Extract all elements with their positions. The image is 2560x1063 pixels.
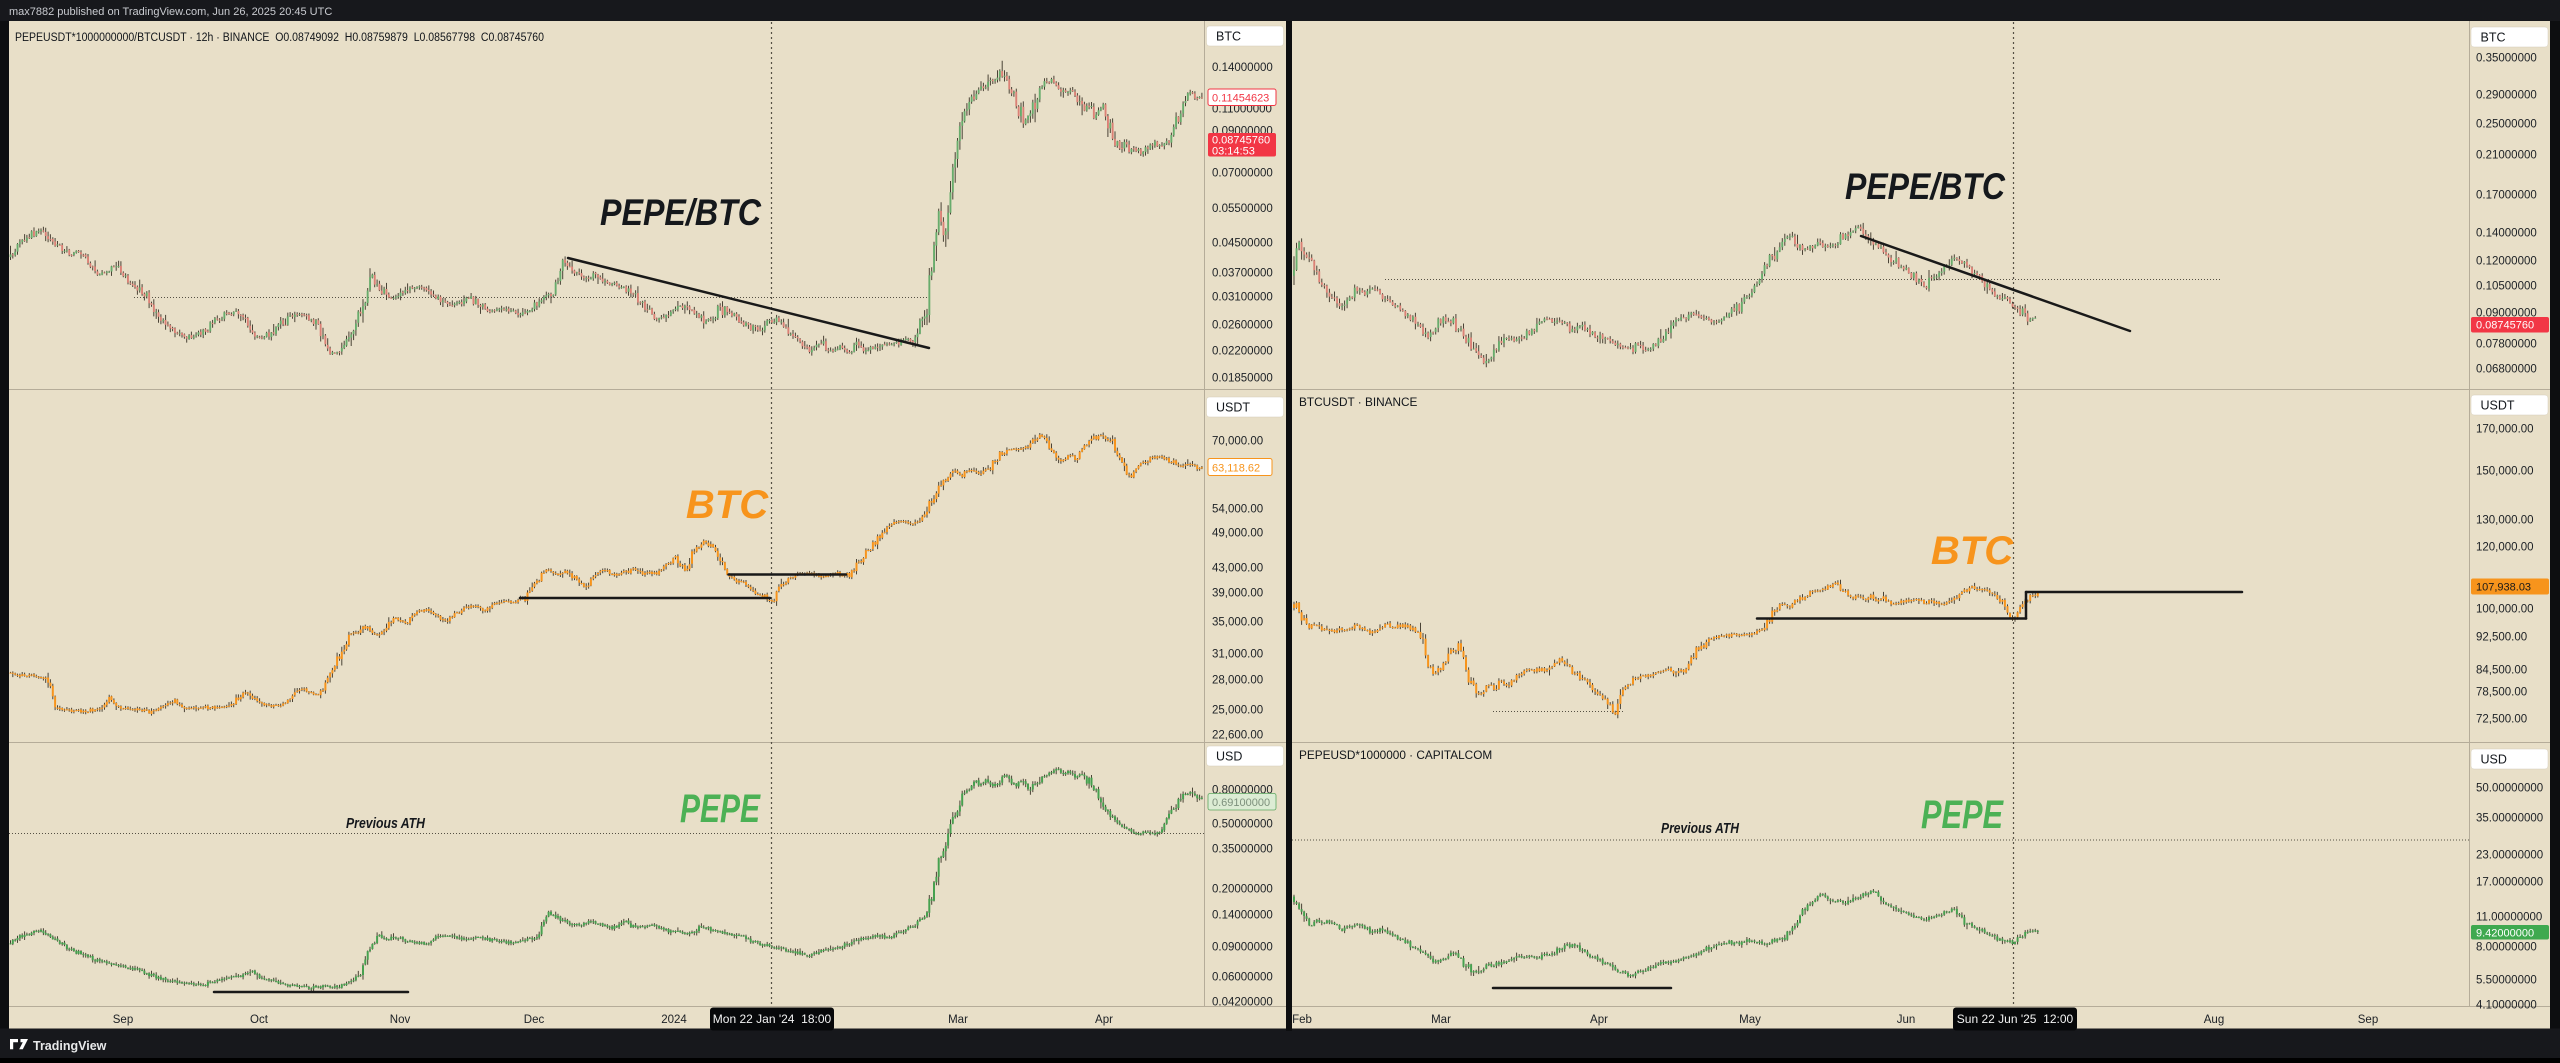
svg-text:0.35000000: 0.35000000 — [2476, 52, 2537, 64]
svg-text:0.03100000: 0.03100000 — [1212, 291, 1273, 303]
svg-text:PEPEUSDT*1000000000/BTCUSDT ·: PEPEUSDT*1000000000/BTCUSDT · 12h · BINA… — [15, 30, 544, 44]
svg-text:Sun 22 Jun '25 12:00: Sun 22 Jun '25 12:00 — [1957, 1012, 2074, 1026]
svg-text:0.05500000: 0.05500000 — [1212, 203, 1273, 215]
svg-text:USDT: USDT — [2481, 399, 2515, 413]
svg-text:9.42000000: 9.42000000 — [2476, 928, 2534, 940]
svg-text:0.02200000: 0.02200000 — [1212, 345, 1273, 357]
svg-text:107,938.03: 107,938.03 — [2476, 582, 2531, 594]
svg-text:170,000.00: 170,000.00 — [2476, 423, 2534, 435]
svg-text:0.08745760: 0.08745760 — [1212, 135, 1270, 147]
svg-text:0.06000000: 0.06000000 — [1212, 971, 1273, 983]
svg-text:130,000.00: 130,000.00 — [2476, 514, 2534, 526]
svg-text:0.69100000: 0.69100000 — [1212, 797, 1270, 809]
svg-text:50.00000000: 50.00000000 — [2476, 782, 2543, 794]
svg-text:0.10500000: 0.10500000 — [2476, 280, 2537, 292]
svg-text:PEPE: PEPE — [1921, 793, 2004, 837]
svg-text:Aug: Aug — [2204, 1014, 2224, 1026]
svg-text:0.35000000: 0.35000000 — [1212, 843, 1273, 855]
svg-text:0.02600000: 0.02600000 — [1212, 319, 1273, 331]
svg-text:BTC: BTC — [686, 483, 769, 527]
svg-text:PEPEUSD*1000000 · CAPITALCOM: PEPEUSD*1000000 · CAPITALCOM — [1299, 748, 1492, 762]
svg-text:17.00000000: 17.00000000 — [2476, 876, 2543, 888]
svg-text:0.14000000: 0.14000000 — [2476, 227, 2537, 239]
svg-text:0.08745760: 0.08745760 — [2476, 320, 2534, 332]
svg-text:0.03700000: 0.03700000 — [1212, 267, 1273, 279]
svg-text:0.07000000: 0.07000000 — [1212, 167, 1273, 179]
svg-text:49,000.00: 49,000.00 — [1212, 527, 1263, 539]
svg-text:PEPE/BTC: PEPE/BTC — [1845, 166, 2006, 207]
svg-text:0.01850000: 0.01850000 — [1212, 372, 1273, 384]
svg-text:0.09000000: 0.09000000 — [2476, 307, 2537, 319]
svg-text:Jun: Jun — [1897, 1014, 1916, 1026]
svg-text:84,500.00: 84,500.00 — [2476, 664, 2527, 676]
svg-text:22,600.00: 22,600.00 — [1212, 729, 1263, 741]
svg-text:Dec: Dec — [524, 1014, 545, 1026]
svg-text:Sep: Sep — [2358, 1014, 2378, 1026]
svg-text:0.11454623: 0.11454623 — [1212, 93, 1269, 105]
svg-text:Previous ATH: Previous ATH — [346, 816, 425, 832]
svg-text:39,000.00: 39,000.00 — [1212, 587, 1263, 599]
svg-text:28,000.00: 28,000.00 — [1212, 674, 1263, 686]
svg-text:0.04200000: 0.04200000 — [1212, 996, 1273, 1008]
svg-text:0.20000000: 0.20000000 — [1212, 883, 1273, 895]
svg-text:35.00000000: 35.00000000 — [2476, 812, 2543, 824]
svg-text:TradingView: TradingView — [33, 1039, 107, 1053]
svg-text:USDT: USDT — [1216, 401, 1250, 415]
svg-text:120,000.00: 120,000.00 — [2476, 541, 2534, 553]
svg-text:Mar: Mar — [948, 1014, 968, 1026]
svg-text:Mon 22 Jan '24 18:00: Mon 22 Jan '24 18:00 — [713, 1012, 832, 1026]
svg-text:0.25000000: 0.25000000 — [2476, 118, 2537, 130]
svg-text:0.06800000: 0.06800000 — [2476, 363, 2537, 375]
svg-text:0.21000000: 0.21000000 — [2476, 149, 2537, 161]
svg-text:Previous ATH: Previous ATH — [1661, 821, 1739, 837]
svg-text:0.04500000: 0.04500000 — [1212, 237, 1273, 249]
svg-text:0.29000000: 0.29000000 — [2476, 89, 2537, 101]
svg-text:54,000.00: 54,000.00 — [1212, 503, 1263, 515]
svg-text:31,000.00: 31,000.00 — [1212, 648, 1263, 660]
svg-text:BTC: BTC — [1931, 529, 2014, 573]
svg-text:23.00000000: 23.00000000 — [2476, 849, 2543, 861]
svg-text:0.09000000: 0.09000000 — [1212, 941, 1273, 953]
svg-text:PEPE: PEPE — [680, 787, 761, 831]
svg-text:92,500.00: 92,500.00 — [2476, 631, 2527, 643]
svg-text:Feb: Feb — [1292, 1014, 1312, 1026]
svg-text:35,000.00: 35,000.00 — [1212, 616, 1263, 628]
svg-text:4.10000000: 4.10000000 — [2476, 999, 2537, 1011]
svg-text:2024: 2024 — [661, 1014, 687, 1026]
svg-text:70,000.00: 70,000.00 — [1212, 435, 1263, 447]
svg-text:72,500.00: 72,500.00 — [2476, 713, 2527, 725]
svg-text:Apr: Apr — [1590, 1014, 1608, 1026]
svg-text:11.00000000: 11.00000000 — [2476, 911, 2542, 923]
svg-text:0.14000000: 0.14000000 — [1212, 909, 1273, 921]
svg-text:0.17000000: 0.17000000 — [2476, 189, 2537, 201]
svg-text:USD: USD — [1216, 750, 1242, 764]
svg-text:78,500.00: 78,500.00 — [2476, 686, 2527, 698]
svg-text:25,000.00: 25,000.00 — [1212, 704, 1263, 716]
svg-text:max7882 published on TradingVi: max7882 published on TradingView.com, Ju… — [9, 6, 332, 18]
svg-text:0.12000000: 0.12000000 — [2476, 255, 2537, 267]
svg-text:5.50000000: 5.50000000 — [2476, 974, 2537, 986]
svg-text:0.07800000: 0.07800000 — [2476, 338, 2537, 350]
svg-text:Sep: Sep — [113, 1014, 133, 1026]
svg-text:63,118.62: 63,118.62 — [1212, 463, 1260, 475]
svg-text:8.00000000: 8.00000000 — [2476, 941, 2537, 953]
svg-text:03:14:53: 03:14:53 — [1212, 146, 1255, 158]
svg-text:Mar: Mar — [1431, 1014, 1451, 1026]
svg-text:0.50000000: 0.50000000 — [1212, 818, 1273, 830]
svg-text:BTCUSDT · BINANCE: BTCUSDT · BINANCE — [1299, 395, 1418, 409]
svg-text:Oct: Oct — [250, 1014, 269, 1026]
svg-text:Nov: Nov — [390, 1014, 411, 1026]
svg-text:150,000.00: 150,000.00 — [2476, 465, 2534, 477]
svg-text:100,000.00: 100,000.00 — [2476, 603, 2534, 615]
svg-text:Apr: Apr — [1095, 1014, 1113, 1026]
svg-text:BTC: BTC — [1216, 30, 1241, 44]
svg-text:0.14000000: 0.14000000 — [1212, 62, 1273, 74]
svg-text:0.11000000: 0.11000000 — [1212, 103, 1272, 115]
svg-text:May: May — [1739, 1014, 1761, 1026]
svg-text:PEPE/BTC: PEPE/BTC — [600, 192, 762, 233]
svg-text:BTC: BTC — [2481, 31, 2506, 45]
svg-text:USD: USD — [2481, 753, 2507, 767]
svg-text:43,000.00: 43,000.00 — [1212, 562, 1263, 574]
